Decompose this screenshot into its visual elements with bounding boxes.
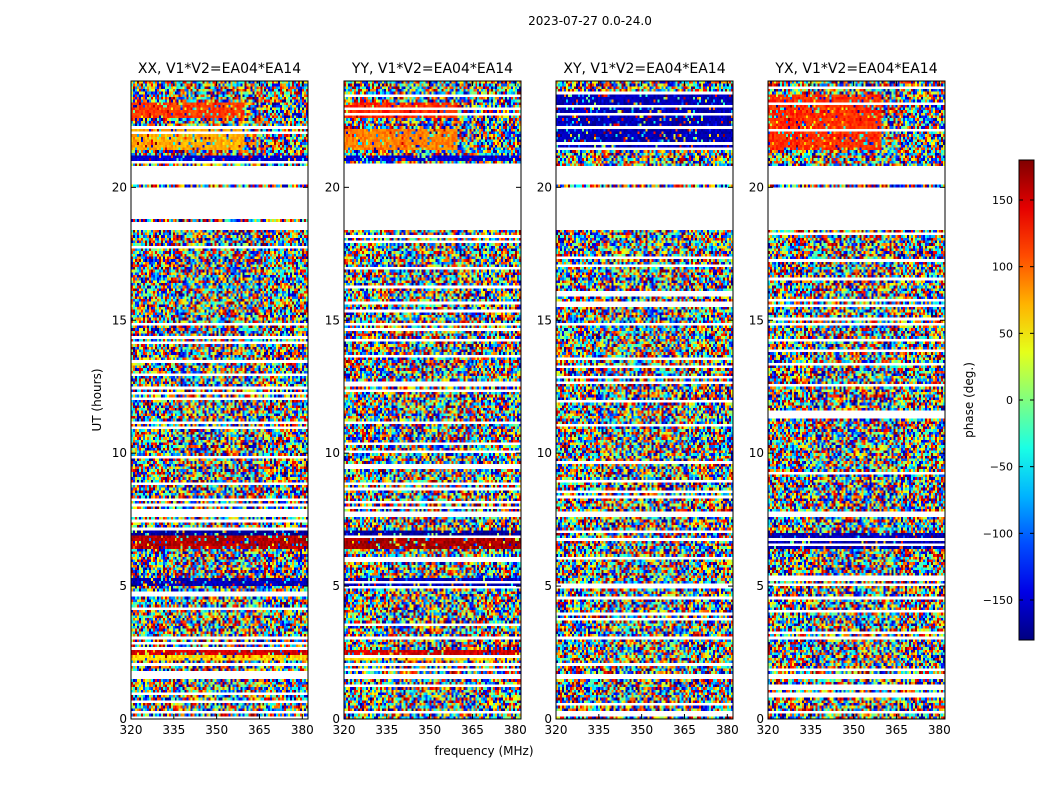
y-tick-label: 0	[756, 712, 764, 726]
x-tick-label: 335	[162, 723, 185, 737]
y-tick-label: 5	[332, 579, 340, 593]
colorbar-tick-label: 0	[1006, 394, 1013, 407]
colorbar-tick-label: 100	[992, 261, 1013, 274]
x-tick-label: 320	[545, 723, 568, 737]
y-tick-label: 20	[325, 180, 340, 194]
y-tick-label: 0	[544, 712, 552, 726]
panel-frame	[555, 80, 734, 720]
x-tick-label: 320	[757, 723, 780, 737]
colorbar-tick-label: −100	[983, 527, 1013, 540]
x-tick-label: 380	[716, 723, 739, 737]
x-tick-label: 380	[928, 723, 951, 737]
panel-1: XX, V1*V2=EA04*EA14 0 5 10 15 20 320 335 350 365 3…	[112, 61, 314, 737]
y-tick-label: 0	[119, 712, 127, 726]
x-tick-label: 365	[461, 723, 484, 737]
panel-3: XY, V1*V2=EA04*EA14 0 5 10 15 20 320 335 350 365 3…	[537, 61, 739, 737]
y-tick-label: 10	[749, 446, 764, 460]
x-tick-label: 365	[885, 723, 908, 737]
panel-frame	[130, 80, 309, 720]
panel-title: YX, V1*V2=EA04*EA14	[774, 61, 937, 77]
y-tick-label: 10	[325, 446, 340, 460]
colorbar-tick-label: 50	[999, 327, 1013, 340]
y-tick-label: 10	[112, 446, 127, 460]
panel-title: XX, V1*V2=EA04*EA14	[138, 61, 301, 77]
y-tick-label: 15	[749, 313, 764, 327]
phase-heatmap-4	[768, 81, 945, 719]
figure-title: 2023-07-27 0.0-24.0	[528, 14, 652, 28]
y-tick-label: 15	[112, 313, 127, 327]
y-tick-label: 20	[537, 180, 552, 194]
y-tick-label: 10	[537, 446, 552, 460]
x-axis-label: frequency (MHz)	[434, 744, 533, 758]
panel-frame	[767, 80, 946, 720]
x-tick-label: 320	[333, 723, 356, 737]
x-tick-label: 335	[799, 723, 822, 737]
y-axis-label: UT (hours)	[90, 368, 104, 431]
x-tick-label: 380	[291, 723, 314, 737]
y-tick-label: 15	[325, 313, 340, 327]
y-tick-label: 5	[544, 579, 552, 593]
colorbar: 150 100 50 0 −50 −100 −150	[983, 159, 1035, 641]
x-tick-label: 335	[375, 723, 398, 737]
panel-title: YY, V1*V2=EA04*EA14	[351, 61, 513, 77]
colorbar-tick-label: −150	[983, 594, 1013, 607]
panel-title: XY, V1*V2=EA04*EA14	[563, 61, 725, 77]
colorbar-tick-label: 150	[992, 194, 1013, 207]
x-tick-label: 350	[418, 723, 441, 737]
phase-heatmap-2	[344, 81, 521, 719]
y-tick-label: 5	[119, 579, 127, 593]
x-tick-label: 335	[587, 723, 610, 737]
panel-4: YX, V1*V2=EA04*EA14 0 5 10 15 20 320 335 350 365 3…	[749, 61, 951, 737]
panel-frame	[343, 80, 522, 720]
panels-group: XX, V1*V2=EA04*EA14 0 5 10 15 20 320 335 350 365 3…	[112, 61, 951, 737]
y-tick-label: 5	[756, 579, 764, 593]
y-tick-label: 15	[537, 313, 552, 327]
colorbar-label: phase (deg.)	[962, 362, 976, 438]
x-tick-label: 350	[630, 723, 653, 737]
colorbar-tick-label: −50	[990, 461, 1013, 474]
x-tick-label: 320	[120, 723, 143, 737]
panel-2: YY, V1*V2=EA04*EA14 0 5 10 15 20 320 335 350 365 3…	[325, 61, 527, 737]
phase-heatmap-1	[131, 81, 308, 719]
x-tick-label: 350	[205, 723, 228, 737]
phase-heatmap-3	[556, 81, 733, 719]
y-tick-label: 20	[112, 180, 127, 194]
x-tick-label: 350	[842, 723, 865, 737]
y-tick-label: 20	[749, 180, 764, 194]
x-tick-label: 380	[504, 723, 527, 737]
y-tick-label: 0	[332, 712, 340, 726]
x-tick-label: 365	[248, 723, 271, 737]
x-tick-label: 365	[673, 723, 696, 737]
